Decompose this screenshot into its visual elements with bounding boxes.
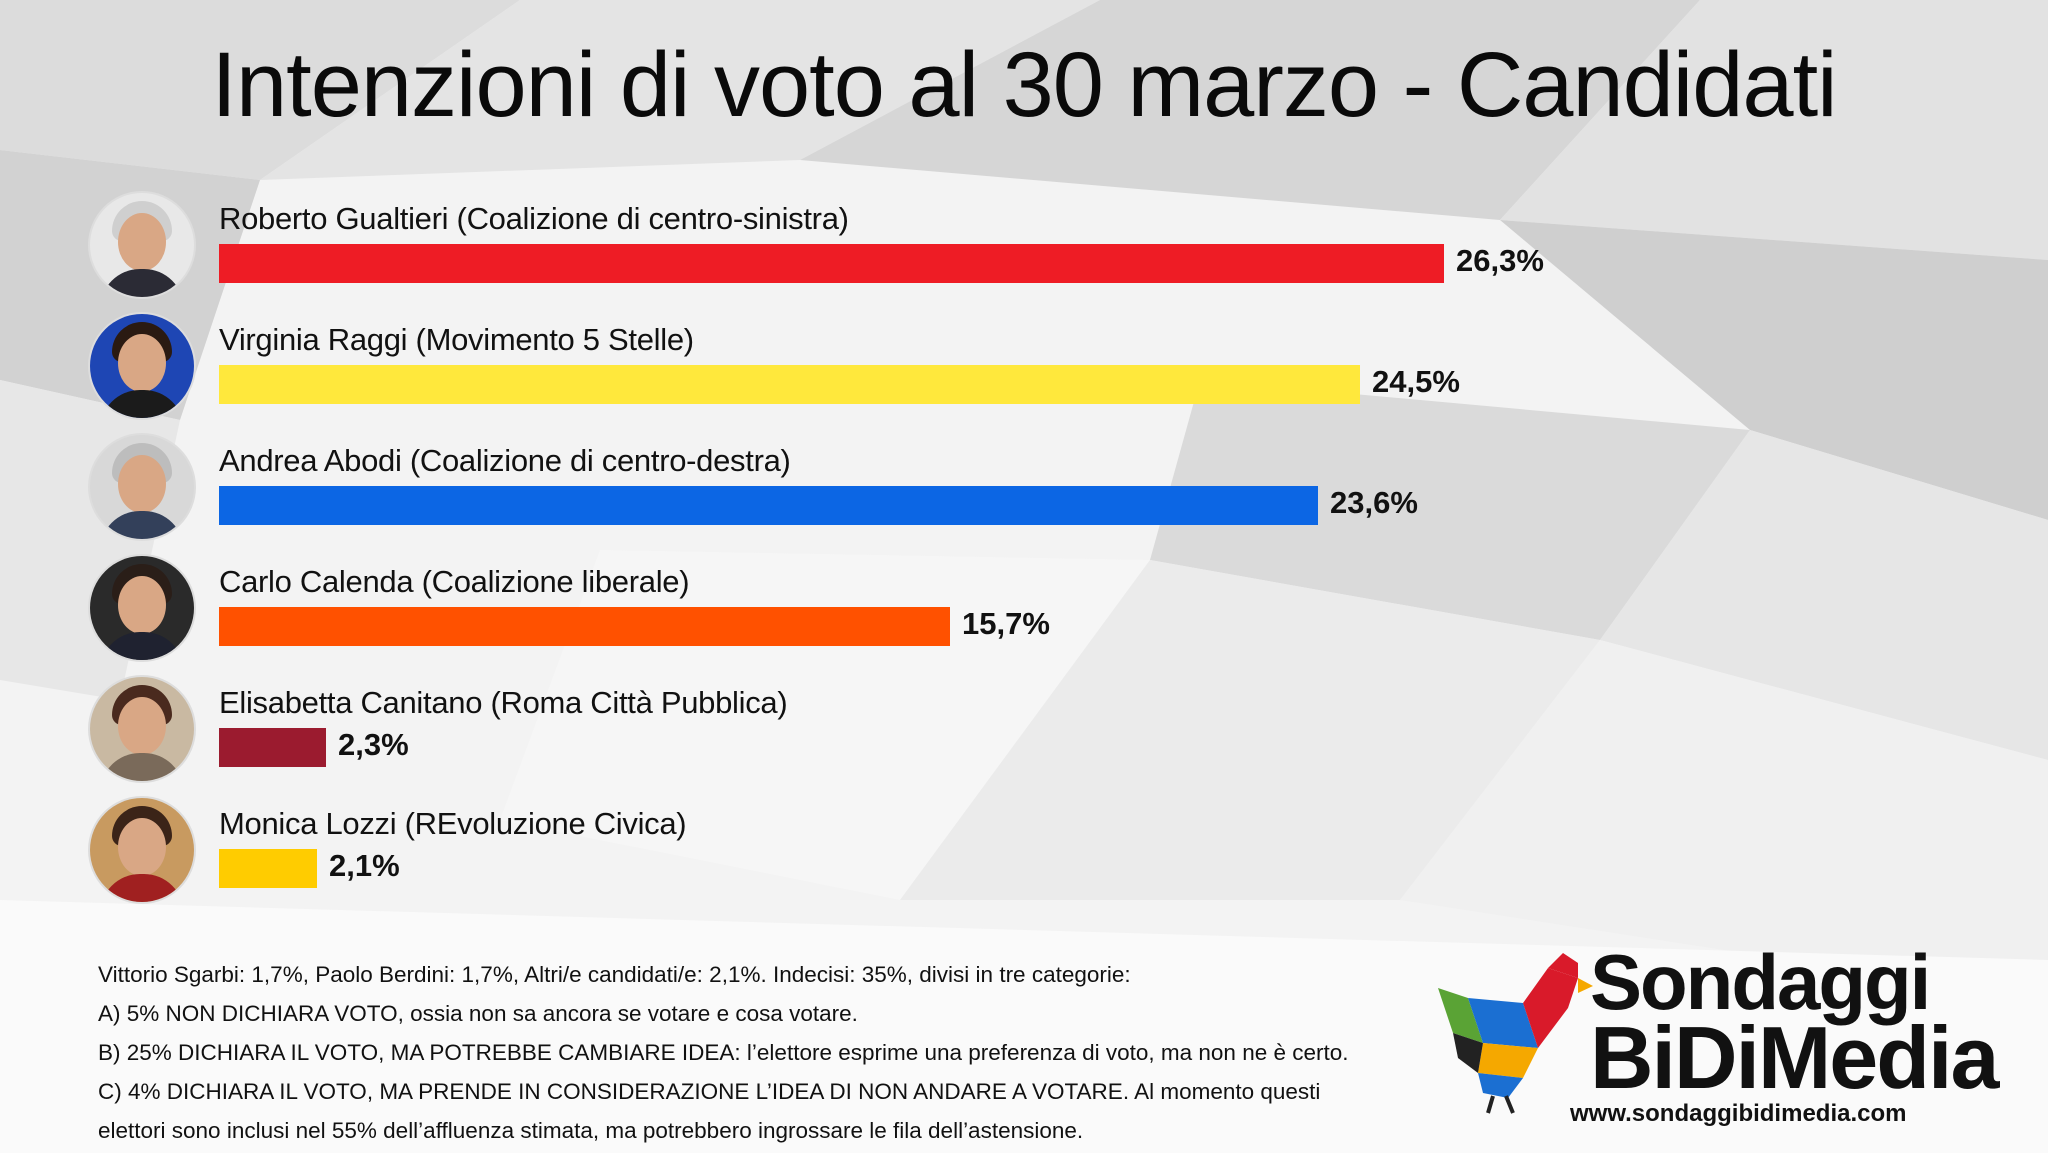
footnote-line: Vittorio Sgarbi: 1,7%, Paolo Berdini: 1,… bbox=[98, 962, 1131, 987]
photo-body bbox=[100, 511, 184, 539]
value-label: 15,7% bbox=[962, 606, 1050, 641]
bar bbox=[219, 849, 317, 888]
photo-body bbox=[100, 390, 184, 418]
candidate-photo bbox=[90, 677, 194, 781]
candidate-row: Andrea Abodi (Coalizione di centro-destr… bbox=[0, 435, 1700, 555]
bar bbox=[219, 728, 326, 767]
candidate-label: Virginia Raggi (Movimento 5 Stelle) bbox=[219, 322, 694, 357]
bar bbox=[219, 244, 1444, 283]
value-label: 2,3% bbox=[338, 727, 409, 762]
candidate-label: Roberto Gualtieri (Coalizione di centro-… bbox=[219, 201, 849, 236]
photo-body bbox=[100, 753, 184, 781]
photo-body bbox=[100, 269, 184, 297]
candidate-photo bbox=[90, 798, 194, 902]
photo-body bbox=[100, 874, 184, 902]
logo-text-bidimedia: BiDiMedia bbox=[1590, 1008, 1999, 1107]
bar bbox=[219, 607, 950, 646]
value-label: 2,1% bbox=[329, 848, 400, 883]
footnote-line: C) 4% DICHIARA IL VOTO, MA PRENDE IN CON… bbox=[98, 1079, 1321, 1104]
photo-face bbox=[118, 576, 166, 634]
candidate-label: Monica Lozzi (REvoluzione Civica) bbox=[219, 806, 687, 841]
bar bbox=[219, 365, 1360, 404]
candidate-row: Roberto Gualtieri (Coalizione di centro-… bbox=[0, 193, 1700, 313]
photo-face bbox=[118, 213, 166, 271]
candidate-row: Monica Lozzi (REvoluzione Civica) 2,1% bbox=[0, 798, 1700, 918]
candidate-photo bbox=[90, 314, 194, 418]
photo-face bbox=[118, 818, 166, 876]
footnotes: Vittorio Sgarbi: 1,7%, Paolo Berdini: 1,… bbox=[98, 955, 1458, 1150]
photo-body bbox=[100, 632, 184, 660]
photo-face bbox=[118, 455, 166, 513]
photo-face bbox=[118, 334, 166, 392]
footnote-line: B) 25% DICHIARA IL VOTO, MA POTREBBE CAM… bbox=[98, 1040, 1349, 1065]
candidate-photo bbox=[90, 193, 194, 297]
footnote-line: A) 5% NON DICHIARA VOTO, ossia non sa an… bbox=[98, 1001, 858, 1026]
logo-text-sondaggi: Sondaggi bbox=[1590, 938, 1931, 1026]
page-title: Intenzioni di voto al 30 marzo - Candida… bbox=[211, 34, 1837, 136]
footnote-line: elettori sono inclusi nel 55% dell’afflu… bbox=[98, 1118, 1084, 1143]
brand-logo: Sondaggi BiDiMedia www.sondaggibidimedia… bbox=[1420, 940, 2040, 1140]
candidate-photo bbox=[90, 556, 194, 660]
rooster-logo-icon bbox=[1438, 953, 1593, 1114]
bar bbox=[219, 486, 1318, 525]
candidate-label: Andrea Abodi (Coalizione di centro-destr… bbox=[219, 443, 791, 478]
candidate-row: Elisabetta Canitano (Roma Città Pubblica… bbox=[0, 677, 1700, 797]
candidate-row: Carlo Calenda (Coalizione liberale) 15,7% bbox=[0, 556, 1700, 676]
candidate-label: Elisabetta Canitano (Roma Città Pubblica… bbox=[219, 685, 788, 720]
candidate-row: Virginia Raggi (Movimento 5 Stelle) 24,5% bbox=[0, 314, 1700, 434]
candidate-label: Carlo Calenda (Coalizione liberale) bbox=[219, 564, 690, 599]
value-label: 24,5% bbox=[1372, 364, 1460, 399]
value-label: 23,6% bbox=[1330, 485, 1418, 520]
logo-url: www.sondaggibidimedia.com bbox=[1570, 1100, 1907, 1127]
photo-face bbox=[118, 697, 166, 755]
value-label: 26,3% bbox=[1456, 243, 1544, 278]
candidate-photo bbox=[90, 435, 194, 539]
